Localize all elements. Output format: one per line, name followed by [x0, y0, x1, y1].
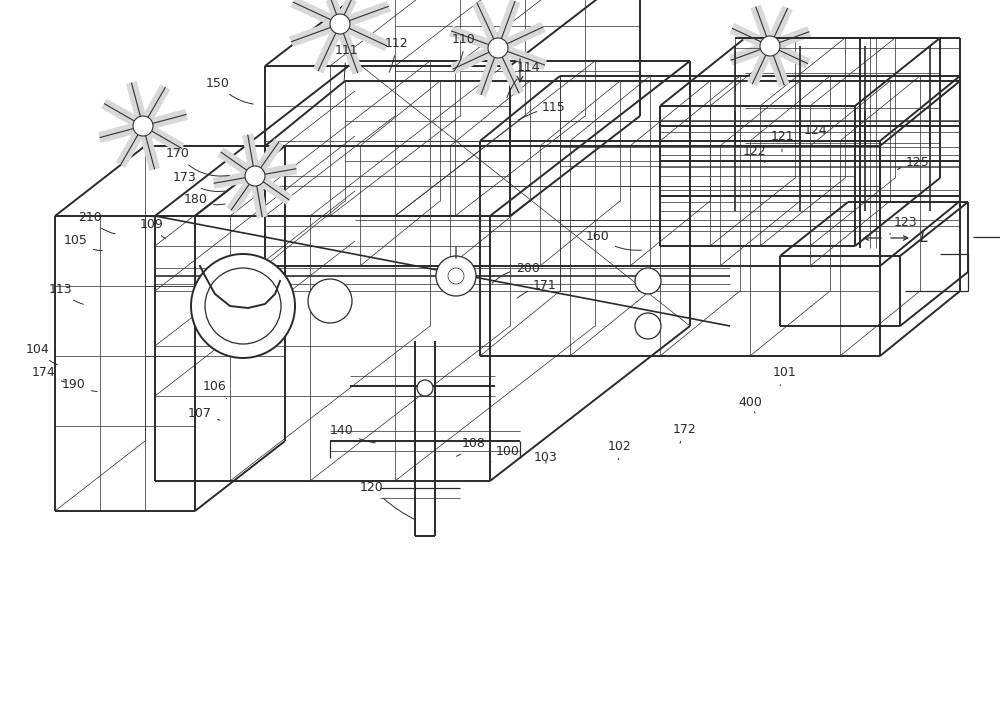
Text: 107: 107 [188, 407, 220, 420]
Text: 123: 123 [890, 216, 917, 234]
Circle shape [635, 268, 661, 294]
Circle shape [635, 313, 661, 339]
Text: 172: 172 [673, 423, 697, 443]
Text: 104: 104 [26, 343, 57, 365]
Text: 180: 180 [184, 193, 225, 205]
Text: 109: 109 [140, 218, 166, 239]
Text: 124: 124 [803, 124, 830, 141]
Text: 120: 120 [360, 481, 415, 520]
Text: 100: 100 [490, 445, 520, 462]
Circle shape [417, 380, 433, 396]
Circle shape [133, 116, 153, 136]
Text: 170: 170 [166, 148, 229, 176]
Text: 173: 173 [173, 172, 225, 191]
Text: 115: 115 [518, 101, 566, 120]
Circle shape [245, 166, 265, 186]
Circle shape [488, 38, 508, 58]
Circle shape [436, 256, 476, 296]
Text: 210: 210 [78, 211, 115, 234]
Circle shape [205, 268, 281, 344]
Text: 108: 108 [457, 437, 486, 456]
Text: 103: 103 [534, 451, 558, 464]
Text: 190: 190 [62, 378, 97, 392]
Text: 121: 121 [770, 131, 794, 152]
Text: 150: 150 [206, 77, 253, 104]
Text: 112: 112 [384, 37, 408, 72]
Text: 114: 114 [507, 61, 540, 97]
Text: 105: 105 [64, 234, 102, 251]
Text: 400: 400 [738, 396, 762, 413]
Text: 113: 113 [48, 283, 83, 304]
Text: 140: 140 [330, 424, 375, 443]
Circle shape [448, 268, 464, 284]
Text: 111: 111 [334, 44, 358, 80]
Text: 101: 101 [773, 366, 797, 385]
Text: 102: 102 [608, 440, 632, 460]
Text: 160: 160 [586, 230, 641, 250]
Text: 106: 106 [203, 381, 227, 399]
Circle shape [308, 279, 352, 323]
Text: 174: 174 [32, 366, 65, 382]
Text: 122: 122 [742, 145, 766, 162]
Circle shape [330, 14, 350, 34]
Text: L: L [920, 230, 928, 246]
Text: 110: 110 [452, 33, 476, 71]
Text: 125: 125 [897, 156, 930, 169]
Circle shape [760, 36, 780, 56]
Text: 171: 171 [517, 280, 557, 298]
Circle shape [191, 254, 295, 358]
Text: 200: 200 [492, 262, 540, 283]
